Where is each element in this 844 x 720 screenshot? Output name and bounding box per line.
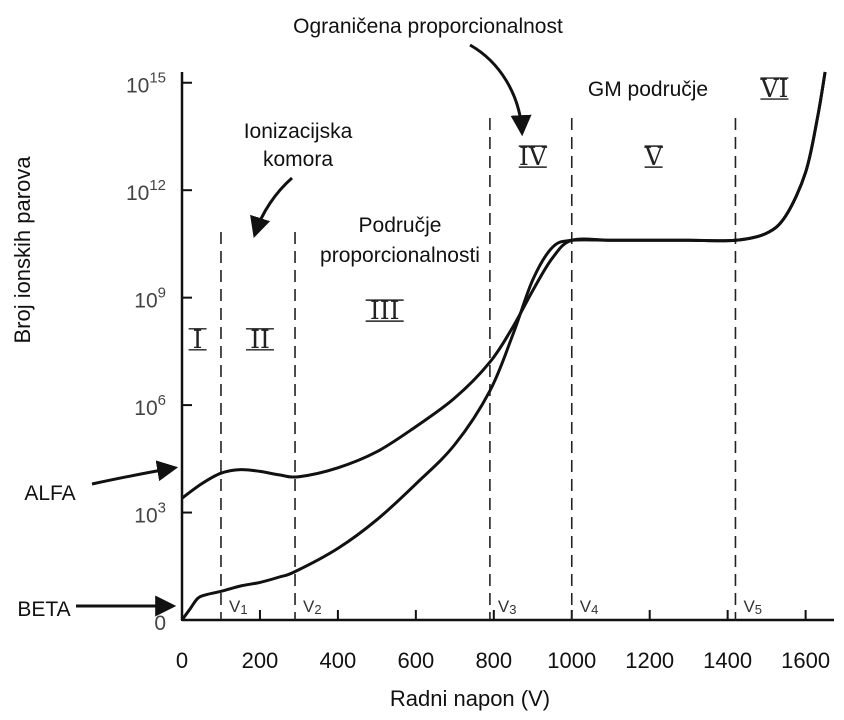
- x-tick-label: 1200: [625, 648, 674, 673]
- annotation-proporcionalnosti: proporcionalnosti: [320, 244, 480, 267]
- annotation-komora: komora: [263, 148, 333, 171]
- y-tick-label: 109: [134, 285, 166, 313]
- x-tick-label: 1000: [547, 648, 596, 673]
- annotation-ogranicena: Ograničena proporcionalnost: [293, 15, 563, 38]
- y-axis-label: Broj ionskih parova: [10, 156, 35, 344]
- arrow-ogranicena: [469, 43, 532, 137]
- boundary-label: V5: [743, 597, 762, 617]
- x-tick-label: 400: [320, 648, 357, 673]
- x-axis-label: Radni napon (V): [390, 686, 550, 711]
- label-alfa: ALFA: [24, 482, 75, 505]
- boundary-label: V1: [229, 597, 248, 617]
- x-tick-label: 0: [176, 648, 188, 673]
- label-beta: BETA: [17, 598, 70, 621]
- boundary-label: V2: [303, 597, 322, 617]
- region-boundaries: V1 V2 V3 V4 V5: [220, 118, 762, 620]
- annotation-ionizacijska: Ionizacijska: [244, 120, 353, 143]
- arrow-ionizacijska: [250, 176, 293, 239]
- series-beta-line: [180, 71, 827, 621]
- annotation-podrucje: Područje: [359, 214, 442, 237]
- x-tick-label: 200: [242, 648, 279, 673]
- x-tick-label: 600: [397, 648, 434, 673]
- y-tick-label: 1012: [126, 177, 166, 205]
- region-label: V: [644, 142, 664, 171]
- annotation-gm: GM područje: [588, 78, 708, 101]
- curves: [180, 71, 827, 621]
- y-tick-label: 0: [154, 612, 166, 635]
- region-label: II: [250, 325, 270, 354]
- axes: 0 200 400 600 800 1000 1200 1400 1600 0 103 106 109 1…: [126, 70, 834, 673]
- boundary-label: V3: [498, 597, 517, 617]
- region-label: I: [193, 325, 203, 354]
- region-label: VI: [759, 74, 788, 103]
- x-tick-label: 1400: [703, 648, 752, 673]
- region-label: IV: [519, 142, 548, 171]
- y-tick-label: 103: [134, 500, 166, 528]
- boundary-label: V4: [580, 597, 599, 617]
- arrow-alfa: [91, 460, 179, 486]
- y-tick-label: 106: [134, 392, 166, 420]
- x-tick-label: 1600: [781, 648, 830, 673]
- x-tick-label: 800: [475, 648, 512, 673]
- region-label: III: [370, 296, 400, 325]
- y-tick-label: 1015: [126, 70, 166, 98]
